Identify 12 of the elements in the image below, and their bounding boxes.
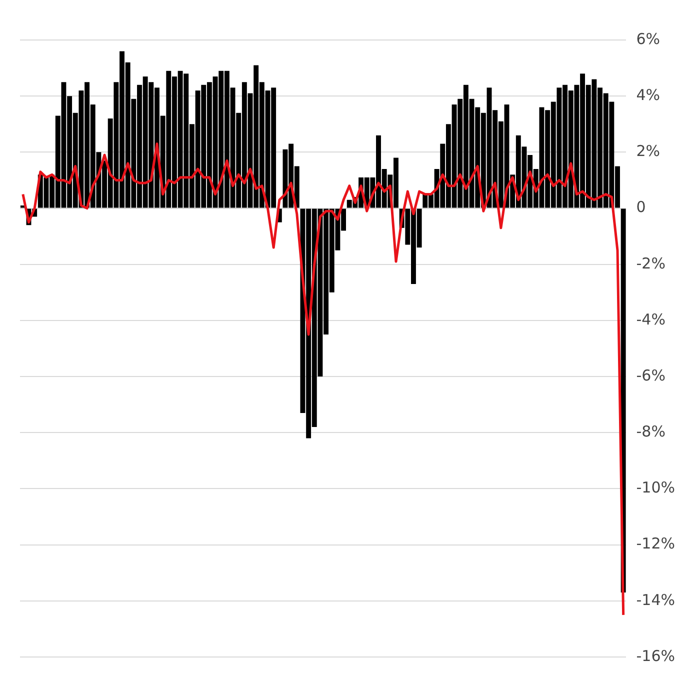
y-tick-label: 6% [636, 30, 660, 48]
y-tick-label: -4% [636, 310, 666, 328]
y-tick-label: -8% [636, 422, 666, 441]
y-tick-label: -6% [636, 366, 666, 384]
y-tick-label: -16% [636, 646, 676, 665]
y-tick-label: 4% [636, 86, 660, 104]
y-tick-label: 2% [636, 142, 660, 160]
y-tick-label: -10% [636, 478, 676, 497]
y-tick-label: 0 [636, 198, 646, 216]
y-tick-label: -14% [636, 590, 676, 609]
y-tick-label: -2% [636, 254, 666, 272]
y-tick-label: -12% [636, 534, 676, 553]
